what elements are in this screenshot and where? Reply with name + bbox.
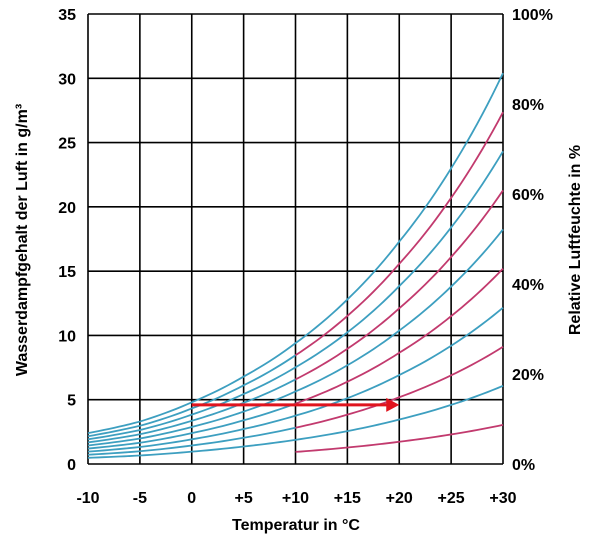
curve-rh-50-warm xyxy=(295,267,504,405)
y-tick-labels: 0 5 10 15 20 25 30 35 xyxy=(58,7,76,474)
y2-tick-label-4: 80% xyxy=(512,97,544,114)
humidity-curves xyxy=(87,72,504,459)
grid xyxy=(87,13,504,465)
x-tick-label-7: +25 xyxy=(438,490,465,507)
y2-tick-label-0: 0% xyxy=(512,457,535,474)
y-tick-label-6: 30 xyxy=(58,71,76,88)
curve-rh-30-warm xyxy=(295,345,504,429)
curve-rh-90-warm xyxy=(295,111,504,356)
y-tick-label-3: 15 xyxy=(58,264,76,281)
curve-rh-20 xyxy=(87,384,504,459)
y-tick-label-4: 20 xyxy=(58,200,76,217)
y2-tick-labels: 0% 20% 40% 60% 80% 100% xyxy=(512,7,553,474)
arrow xyxy=(191,397,400,412)
x-tick-label-8: +30 xyxy=(489,490,516,507)
x-tick-label-3: +5 xyxy=(235,490,253,507)
curve-rh-80 xyxy=(87,150,504,441)
curve-rh-60 xyxy=(87,228,504,447)
x-tick-label-1: -5 xyxy=(133,490,147,507)
x-tick-label-4: +10 xyxy=(282,490,309,507)
curve-rh-50-cold xyxy=(87,402,296,450)
y2-axis-title: Relative Luftfeuchte in % xyxy=(567,145,584,335)
curve-rh-70-warm xyxy=(295,189,504,381)
y-tick-label-2: 10 xyxy=(58,328,76,345)
x-tick-label-0: -10 xyxy=(76,490,99,507)
x-tick-labels: -10 -5 0 +5 +10 +15 +20 +25 +30 xyxy=(76,490,516,507)
x-axis-title: Temperatur in °C xyxy=(232,517,360,534)
y2-tick-label-2: 40% xyxy=(512,277,544,294)
x-tick-label-6: +20 xyxy=(386,490,413,507)
curve-rh-10 xyxy=(295,424,504,453)
curve-rh-40 xyxy=(87,306,504,453)
y-tick-label-5: 25 xyxy=(58,136,76,153)
y2-tick-label-3: 60% xyxy=(512,187,544,204)
y-axis-title: Wasserdampfgehalt der Luft in g/m³ xyxy=(14,104,31,376)
y-tick-label-7: 35 xyxy=(58,7,76,24)
y-tick-label-1: 5 xyxy=(67,393,76,410)
arrow-head xyxy=(386,397,400,412)
curve-rh-90-cold xyxy=(87,354,296,438)
x-tick-label-2: 0 xyxy=(187,490,196,507)
y2-tick-label-5: 100% xyxy=(512,7,553,24)
x-tick-label-5: +15 xyxy=(334,490,361,507)
curve-rh-70-cold xyxy=(87,378,296,444)
y-tick-label-0: 0 xyxy=(67,457,76,474)
curve-rh-30-cold xyxy=(87,426,296,456)
y2-tick-label-1: 20% xyxy=(512,367,544,384)
curve-rh-100 xyxy=(87,72,504,435)
